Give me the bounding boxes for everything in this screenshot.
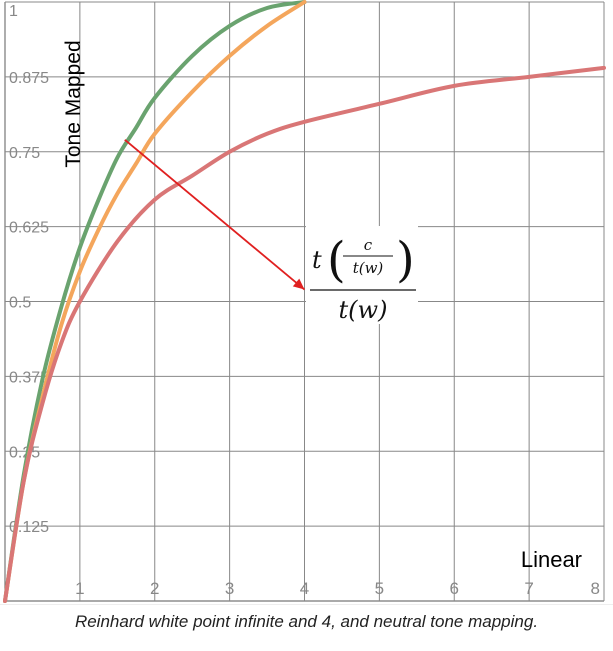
formula: t() c t(w) t(w) (306, 226, 418, 324)
x-tick-label: 5 (375, 579, 384, 598)
y-tick-label: 0.375 (9, 369, 49, 386)
x-tick-label: 2 (150, 579, 159, 598)
series-line-3 (3, 65, 606, 603)
x-tick-labels: 1 2 3 4 5 6 7 8 (75, 579, 600, 598)
x-axis-label: Linear (521, 547, 582, 572)
y-tick-label: 0.5 (9, 295, 31, 312)
formula-right-paren: ) (396, 232, 415, 288)
y-tick-label: 0.125 (9, 519, 49, 536)
series-lines (3, 0, 606, 603)
figure-caption: Reinhard white point infinite and 4, and… (74, 612, 539, 631)
formula-t: t (312, 246, 322, 274)
x-tick-label: 1 (75, 579, 84, 598)
x-tick-label: 7 (524, 579, 533, 598)
series-line-1 (3, 0, 307, 603)
x-tick-label: 3 (225, 579, 234, 598)
x-tick-label: 8 (591, 579, 600, 598)
y-tick-label: 1 (9, 3, 18, 20)
x-tick-label: 6 (450, 579, 459, 598)
y-tick-label: 0.625 (9, 220, 49, 237)
formula-c: c (364, 236, 373, 254)
x-tick-label: 4 (300, 579, 309, 598)
formula-inner-denominator: t(w) (353, 259, 384, 277)
y-tick-label: 0.75 (9, 145, 40, 162)
annotation-arrow (124, 139, 306, 291)
annotation-arrowhead (292, 278, 305, 290)
formula-left-paren: ( (327, 232, 346, 288)
formula-background (306, 226, 418, 324)
grid (4, 1, 605, 602)
annotation: t() c t(w) t(w) (124, 139, 418, 324)
y-tick-label: 0.875 (9, 70, 49, 87)
y-axis-label: Tone Mapped (62, 40, 85, 167)
caption-divider (0, 604, 613, 605)
formula-outer-denominator: t(w) (339, 296, 388, 324)
